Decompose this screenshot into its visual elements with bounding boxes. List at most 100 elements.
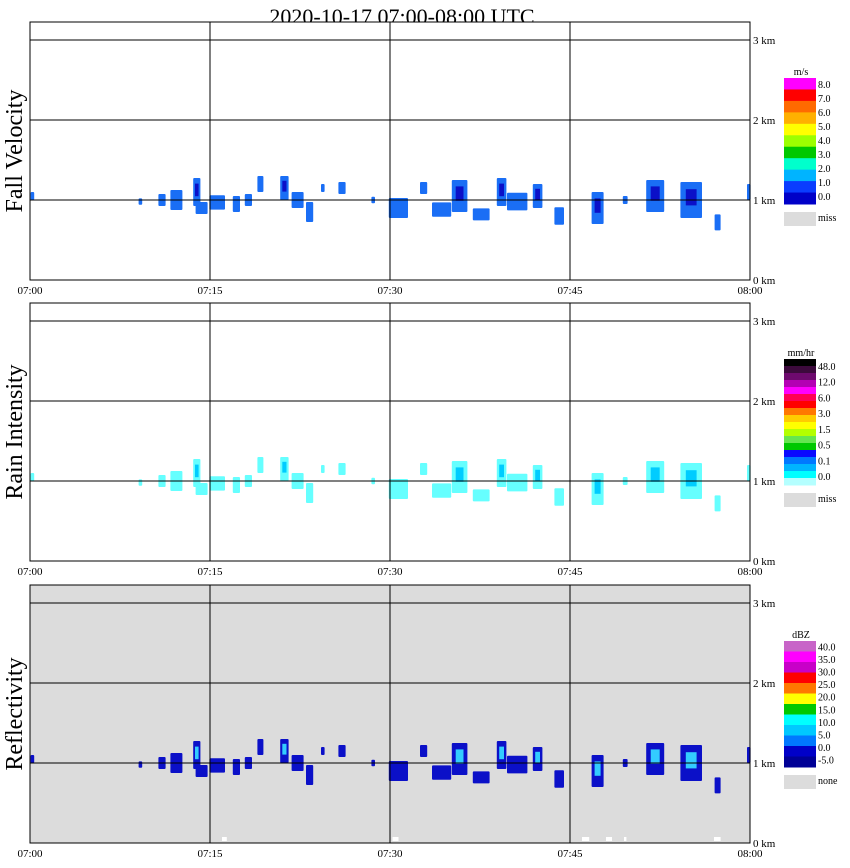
echo-cell xyxy=(507,755,528,774)
colorbar-swatch xyxy=(784,366,816,374)
echo-cell xyxy=(232,759,240,775)
colorbar-swatch xyxy=(784,112,816,125)
echo-cell xyxy=(472,208,490,221)
echo-cell xyxy=(432,202,452,217)
colorbar-label: 5.0 xyxy=(818,731,831,742)
missing-segment xyxy=(606,837,612,841)
colorbar-label: 6.0 xyxy=(818,393,831,404)
x-tick-label: 07:15 xyxy=(197,566,223,578)
colorbar-swatch xyxy=(784,415,816,423)
echo-cell xyxy=(388,761,408,781)
echo-core xyxy=(499,746,504,760)
x-tick-label: 07:00 xyxy=(17,848,43,860)
colorbar-label: 15.0 xyxy=(818,705,836,716)
colorbar-miss-label: none xyxy=(818,776,838,787)
echo-cell xyxy=(338,182,346,194)
echo-core xyxy=(685,189,697,206)
echo-core xyxy=(499,464,504,478)
missing-segment xyxy=(222,837,227,841)
echo-cell xyxy=(232,196,240,212)
colorbar-label: 3.0 xyxy=(818,150,831,161)
echo-cell xyxy=(714,495,721,512)
echo-core xyxy=(535,469,540,481)
echo-cell xyxy=(321,184,325,192)
y-tick-label: 1 km xyxy=(753,195,776,207)
echo-cell xyxy=(257,739,264,755)
echo-cell xyxy=(195,483,208,495)
colorbar-miss-swatch xyxy=(784,775,816,789)
echo-cell xyxy=(138,198,143,205)
echo-core xyxy=(499,183,504,197)
echo-cell xyxy=(30,192,35,200)
colorbar-label: 0.5 xyxy=(818,441,831,452)
echo-cell xyxy=(554,207,564,225)
missing-segment xyxy=(582,837,590,841)
echo-cell xyxy=(432,483,452,498)
echo-core xyxy=(195,746,199,760)
colorbar-label: 7.0 xyxy=(818,94,831,105)
echo-core xyxy=(650,467,660,482)
echo-core xyxy=(594,198,601,213)
echo-core xyxy=(650,749,660,764)
colorbar-swatch xyxy=(784,380,816,388)
echo-core xyxy=(685,752,697,769)
echo-cell xyxy=(306,483,314,503)
echo-cell xyxy=(257,457,264,473)
x-tick-label: 07:45 xyxy=(557,285,583,297)
colorbar-swatch xyxy=(784,714,816,726)
x-tick-label: 07:00 xyxy=(17,566,43,578)
colorbar-unit: mm/hr xyxy=(788,348,815,359)
echo-cell xyxy=(138,479,143,486)
colorbar-swatch xyxy=(784,429,816,437)
colorbar-swatch xyxy=(784,181,816,194)
plot-frame xyxy=(29,584,751,844)
echo-cell xyxy=(195,202,208,214)
echo-cell xyxy=(338,463,346,475)
colorbar-label: 4.0 xyxy=(818,136,831,147)
colorbar-swatch xyxy=(784,401,816,409)
panel-reflectivity: 07:00 07:15 07:30 07:45 08:000 km 1 km 2 km 3 k… xyxy=(2,584,838,860)
colorbar-label: 20.0 xyxy=(818,693,836,704)
echo-cell xyxy=(388,198,408,218)
colorbar-swatch xyxy=(784,457,816,465)
colorbar-swatch xyxy=(784,89,816,102)
colorbar-label: 5.0 xyxy=(818,122,831,133)
colorbar-swatch xyxy=(784,408,816,416)
y-tick-label: 0 km xyxy=(753,556,776,568)
colorbar-label: -5.0 xyxy=(818,756,834,767)
colorbar-label: 25.0 xyxy=(818,680,836,691)
colorbar-swatch xyxy=(784,135,816,148)
echo-cell xyxy=(432,765,452,780)
colorbar-label: 0.1 xyxy=(818,456,831,467)
y-tick-label: 0 km xyxy=(753,838,776,850)
echo-cell xyxy=(257,176,264,192)
colorbar-unit: dBZ xyxy=(792,630,810,641)
echo-core xyxy=(195,183,199,197)
echo-cell xyxy=(554,770,564,788)
colorbar-unit: m/s xyxy=(794,67,809,78)
colorbar-label: 6.0 xyxy=(818,108,831,119)
colorbar-swatch xyxy=(784,387,816,395)
colorbar-swatch xyxy=(784,359,816,367)
y-tick-label: 3 km xyxy=(753,35,776,47)
echo-core xyxy=(455,467,464,482)
colorbar-swatch xyxy=(784,756,816,768)
y-axis-label: Fall Velocity xyxy=(2,90,28,213)
echo-core xyxy=(650,186,660,201)
echo-core xyxy=(455,186,464,201)
colorbar-swatch xyxy=(784,464,816,472)
echo-cell xyxy=(138,761,143,768)
colorbar-swatch xyxy=(784,192,816,205)
x-tick-label: 07:30 xyxy=(377,848,403,860)
echo-cell xyxy=(232,477,240,493)
colorbar-label: 1.5 xyxy=(818,425,831,436)
echo-core xyxy=(535,188,540,200)
echo-core xyxy=(195,464,199,478)
x-tick-label: 07:15 xyxy=(197,848,223,860)
colorbar-label: 1.0 xyxy=(818,178,831,189)
y-tick-label: 2 km xyxy=(753,115,776,127)
echo-cell xyxy=(554,488,564,506)
colorbar-swatch xyxy=(784,100,816,113)
echo-cell xyxy=(507,192,528,211)
colorbar-swatch xyxy=(784,651,816,663)
